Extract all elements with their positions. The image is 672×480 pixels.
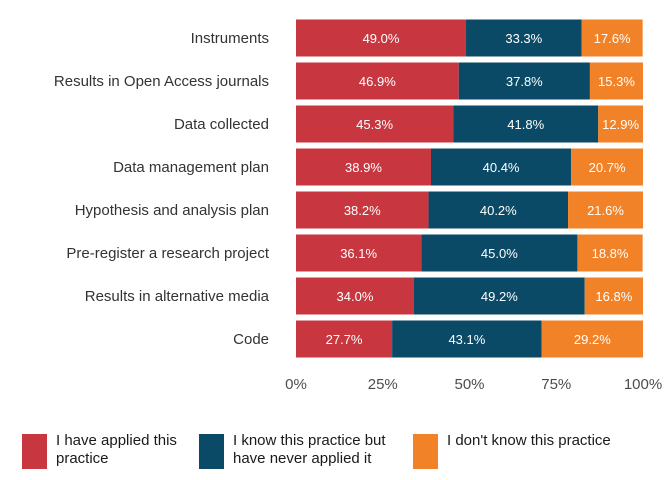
data-label: 46.9% — [359, 74, 396, 89]
bar-segment — [584, 277, 643, 315]
data-label: 38.9% — [345, 160, 382, 175]
category-label: Data collected — [174, 116, 269, 133]
bar-segment — [458, 62, 590, 100]
data-label: 20.7% — [589, 160, 626, 175]
x-tick-label: 0% — [285, 376, 307, 393]
bar-segment — [581, 19, 643, 57]
data-label: 12.9% — [602, 117, 639, 132]
legend-swatch-applied — [22, 434, 47, 469]
bar-segment — [571, 148, 643, 186]
data-label: 49.0% — [363, 31, 400, 46]
data-label: 36.1% — [340, 246, 377, 261]
bar-segment — [568, 191, 643, 229]
bar-segment — [392, 320, 542, 358]
bar-segment — [541, 320, 643, 358]
data-label: 34.0% — [337, 289, 374, 304]
bar-segment — [453, 105, 599, 143]
bar-segment — [413, 277, 585, 315]
data-label: 15.3% — [598, 74, 635, 89]
bar-segment — [296, 62, 459, 100]
bar-segment — [430, 148, 572, 186]
data-label: 37.8% — [506, 74, 543, 89]
bar-segment — [296, 320, 393, 358]
bar-segment — [296, 148, 431, 186]
bar-segment — [598, 105, 643, 143]
legend-swatch-unknown — [413, 434, 438, 469]
data-label: 43.1% — [448, 332, 485, 347]
data-label: 33.3% — [505, 31, 542, 46]
data-label: 38.2% — [344, 203, 381, 218]
bar-segment — [296, 191, 429, 229]
legend-swatch-known-not-applied — [199, 434, 224, 469]
x-tick-label: 25% — [368, 376, 398, 393]
category-label: Results in alternative media — [85, 288, 270, 305]
x-tick-label: 50% — [454, 376, 484, 393]
bar-segment — [296, 105, 454, 143]
bar-segment — [421, 234, 578, 272]
data-labels: 49.0% 33.3% 17.6% 46.9% 37.8% 15.3% 45.3% 41.8%… — [326, 31, 640, 347]
data-label: 27.7% — [326, 332, 363, 347]
legend-label-applied: I have applied this practice — [56, 432, 177, 467]
data-label: 21.6% — [587, 203, 624, 218]
bar-segment — [589, 62, 643, 100]
data-label: 29.2% — [574, 332, 611, 347]
bar-segment — [466, 19, 582, 57]
bar-segment — [296, 234, 422, 272]
data-label: 45.3% — [356, 117, 393, 132]
bar-segment — [296, 277, 414, 315]
bar-segment — [428, 191, 569, 229]
category-label: Results in Open Access journals — [54, 73, 269, 90]
category-label: Pre-register a research project — [66, 245, 269, 262]
x-tick-label: 75% — [541, 376, 571, 393]
data-label: 40.4% — [483, 160, 520, 175]
data-label: 40.2% — [480, 203, 517, 218]
legend-label-unknown: I don't know this practice — [447, 432, 611, 449]
x-axis-tick-labels: 0% 25% 50% 75% 100% — [285, 376, 662, 393]
category-label: Instruments — [191, 30, 269, 47]
data-label: 18.8% — [592, 246, 629, 261]
bars — [296, 19, 643, 358]
data-label: 16.8% — [595, 289, 632, 304]
category-label: Data management plan — [113, 159, 269, 176]
bar-segment — [577, 234, 643, 272]
data-label: 17.6% — [594, 31, 631, 46]
category-label: Code — [233, 331, 269, 348]
bar-segment — [296, 19, 467, 57]
data-label: 45.0% — [481, 246, 518, 261]
legend-label-known-not-applied: I know this practice but have never appl… — [233, 432, 386, 467]
category-labels: Instruments Results in Open Access journa… — [54, 30, 270, 348]
data-label: 49.2% — [481, 289, 518, 304]
category-label: Hypothesis and analysis plan — [75, 202, 269, 219]
x-tick-label: 100% — [624, 376, 662, 393]
legend: I have applied this practice I know this… — [22, 432, 662, 476]
data-label: 41.8% — [507, 117, 544, 132]
